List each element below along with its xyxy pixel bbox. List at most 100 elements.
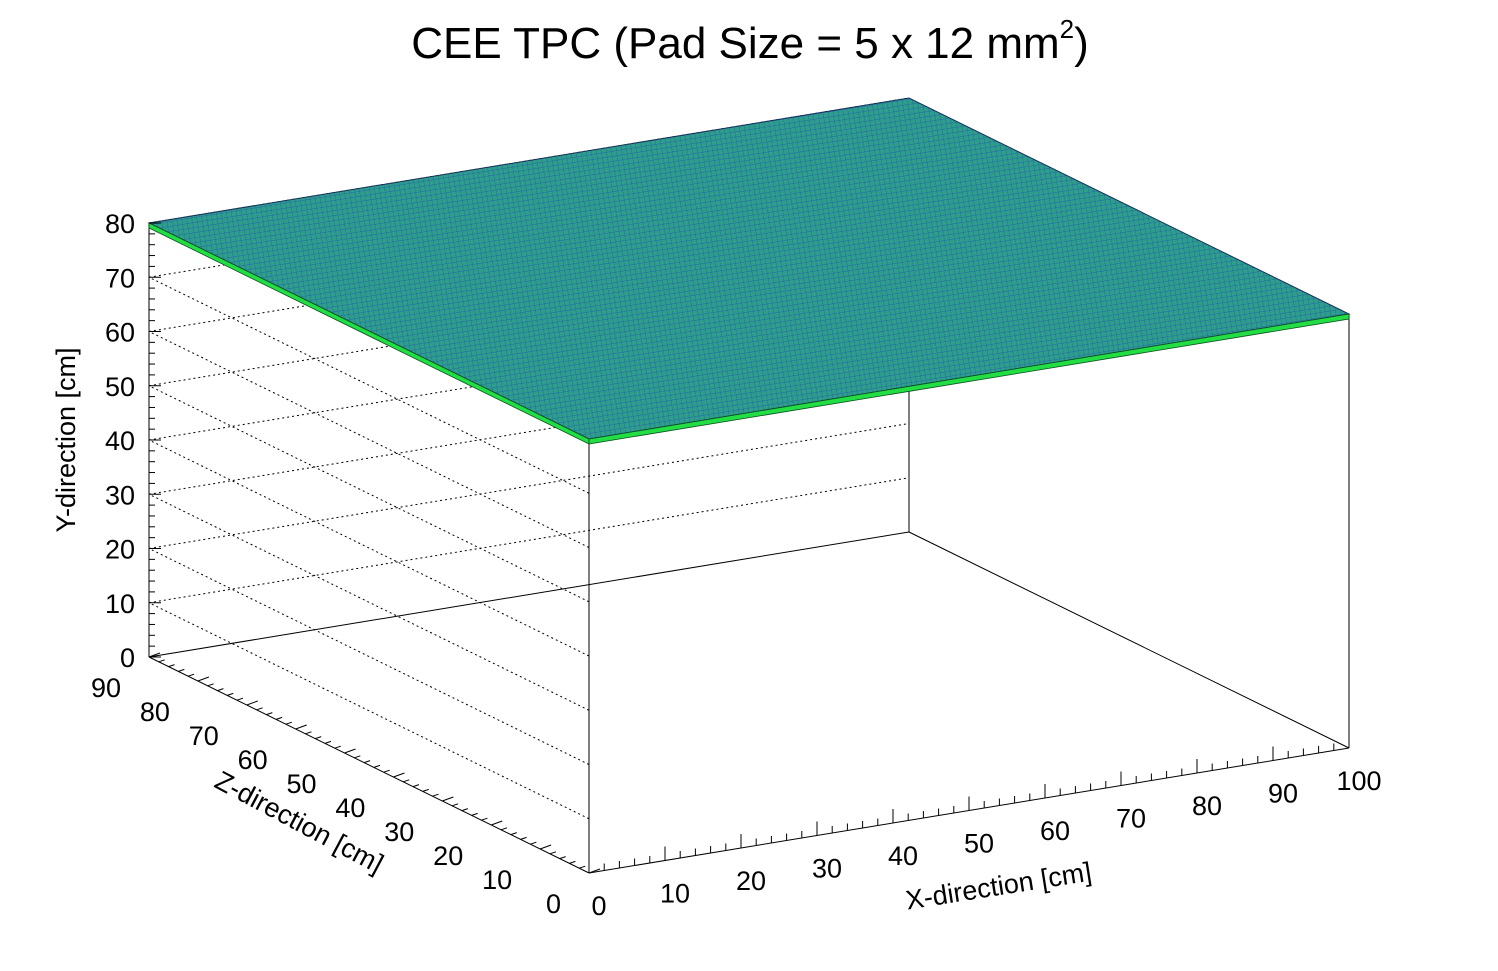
x-tick-label-100: 100 — [1336, 766, 1381, 796]
z-minor-tick — [412, 784, 420, 788]
gridline-back-y-20 — [148, 423, 910, 549]
z-minor-tick — [256, 707, 263, 711]
chart-title-superscript: 2 — [1060, 14, 1074, 44]
z-tick-label-70: 70 — [189, 721, 219, 751]
z-minor-tick — [559, 856, 566, 860]
z-minor-tick — [383, 769, 390, 773]
x-tick-label-0: 0 — [591, 891, 606, 921]
z-tick-80 — [197, 676, 210, 682]
z-minor-tick — [334, 745, 341, 749]
gridline-left-y-20 — [148, 548, 590, 765]
z-minor-tick — [168, 664, 175, 668]
z-tick-50 — [344, 748, 356, 754]
z-minor-tick — [549, 851, 557, 855]
z-minor-tick — [451, 803, 459, 807]
z-tick-label-90: 90 — [91, 673, 121, 703]
z-minor-tick — [217, 688, 224, 692]
z-tick-20 — [491, 820, 503, 826]
y-tick-label-80: 80 — [105, 209, 135, 239]
z-minor-tick — [187, 673, 195, 677]
floor-back-edge — [148, 531, 910, 658]
z-minor-tick — [305, 731, 312, 735]
y-axis-title: Y-direction [cm] — [51, 347, 81, 532]
z-tick-10 — [539, 844, 552, 850]
z-minor-tick — [207, 683, 214, 687]
z-minor-tick — [324, 740, 332, 744]
chart-title: CEE TPC (Pad Size = 5 x 12 mm2) — [411, 14, 1089, 68]
surface-edge-front — [588, 313, 1350, 445]
z-minor-tick — [422, 788, 429, 792]
y-tick-label-70: 70 — [105, 263, 135, 293]
gridline-left-y-40 — [148, 439, 590, 657]
z-tick-label-20: 20 — [433, 841, 463, 871]
y-tick-label-10: 10 — [105, 589, 135, 619]
y-tick-label-60: 60 — [105, 318, 135, 348]
y-tick-label-0: 0 — [120, 643, 135, 673]
z-minor-tick — [354, 755, 361, 759]
z-tick-label-40: 40 — [335, 793, 365, 823]
x-tick-label-50: 50 — [964, 829, 994, 859]
x-tick-label-80: 80 — [1192, 791, 1222, 821]
z-tick-0 — [588, 868, 601, 874]
z-minor-tick — [178, 668, 185, 672]
gridline-left-y-10 — [148, 602, 590, 820]
z-tick-30 — [442, 796, 454, 802]
z-tick-label-10: 10 — [482, 865, 512, 895]
y-tick-label-40: 40 — [105, 426, 135, 456]
x-tick-label-70: 70 — [1116, 804, 1146, 834]
gridline-left-y-70 — [148, 276, 590, 494]
x-tick-label-30: 30 — [812, 854, 842, 884]
z-minor-tick — [373, 764, 381, 768]
surface — [147, 97, 1351, 445]
gridline-left-y-30 — [148, 493, 590, 711]
gridline-back-y-10 — [148, 477, 910, 604]
z-axis-line — [148, 656, 590, 874]
z-minor-tick — [530, 841, 537, 845]
x-tick-label-20: 20 — [736, 866, 766, 896]
z-minor-tick — [510, 832, 517, 836]
z-minor-tick — [266, 712, 273, 716]
x-tick-label-10: 10 — [660, 879, 690, 909]
x-tick-label-40: 40 — [888, 841, 918, 871]
z-tick-label-80: 80 — [140, 697, 170, 727]
z-minor-tick — [471, 812, 478, 816]
z-minor-tick — [579, 865, 586, 869]
z-minor-tick — [236, 697, 244, 701]
z-tick-70 — [246, 700, 258, 706]
z-tick-60 — [295, 724, 307, 730]
gridline-left-y-50 — [148, 385, 590, 603]
z-tick-label-50: 50 — [287, 769, 317, 799]
z-minor-tick — [285, 721, 293, 725]
z-tick-90 — [148, 652, 161, 658]
z-minor-tick — [315, 736, 322, 740]
z-minor-tick — [481, 817, 488, 821]
z-tick-label-0: 0 — [546, 889, 561, 919]
z-minor-tick — [569, 860, 576, 864]
chart-title-close: ) — [1074, 19, 1089, 68]
z-minor-tick — [275, 716, 283, 720]
x-tick-label-90: 90 — [1268, 779, 1298, 809]
z-tick-label-30: 30 — [384, 817, 414, 847]
y-tick-label-50: 50 — [105, 372, 135, 402]
z-minor-tick — [227, 692, 234, 696]
floor-right-edge — [908, 531, 1350, 749]
surface-top — [147, 97, 1351, 440]
z-minor-tick — [520, 836, 527, 840]
z-minor-tick — [432, 793, 439, 797]
x-tick-label-60: 60 — [1040, 816, 1070, 846]
z-minor-tick — [500, 827, 508, 831]
gridline-left-y-60 — [148, 331, 590, 548]
z-minor-tick — [158, 659, 165, 663]
z-minor-tick — [363, 760, 371, 764]
axis-ticks — [148, 222, 1350, 874]
z-minor-tick — [461, 808, 469, 812]
z-tick-40 — [393, 772, 405, 778]
y-tick-label-30: 30 — [105, 480, 135, 510]
z-minor-tick — [403, 779, 410, 783]
chart-title-main: CEE TPC (Pad Size = 5 x 12 mm — [411, 19, 1059, 68]
y-tick-label-20: 20 — [105, 535, 135, 565]
x-axis-title: X-direction [cm] — [904, 857, 1094, 916]
z-tick-label-60: 60 — [238, 745, 268, 775]
